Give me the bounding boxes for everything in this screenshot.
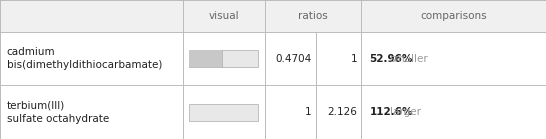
Text: visual: visual [209,11,239,21]
Bar [0,0,546,32]
Text: 1: 1 [351,54,357,64]
Text: 0.4704: 0.4704 [275,54,311,64]
Text: ratios: ratios [298,11,328,21]
Bar [189,50,222,67]
Text: 1: 1 [305,107,311,117]
Text: smaller: smaller [390,54,429,64]
Text: 2.126: 2.126 [327,107,357,117]
Text: comparisons: comparisons [420,11,487,21]
Bar [189,50,258,67]
Text: larger: larger [390,107,421,117]
Bar [189,104,258,121]
Text: cadmium
bis(dimethyldithiocarbamate): cadmium bis(dimethyldithiocarbamate) [7,47,162,70]
Text: terbium(III)
sulfate octahydrate: terbium(III) sulfate octahydrate [7,101,109,124]
Text: 52.96%: 52.96% [370,54,413,64]
Text: 112.6%: 112.6% [370,107,413,117]
